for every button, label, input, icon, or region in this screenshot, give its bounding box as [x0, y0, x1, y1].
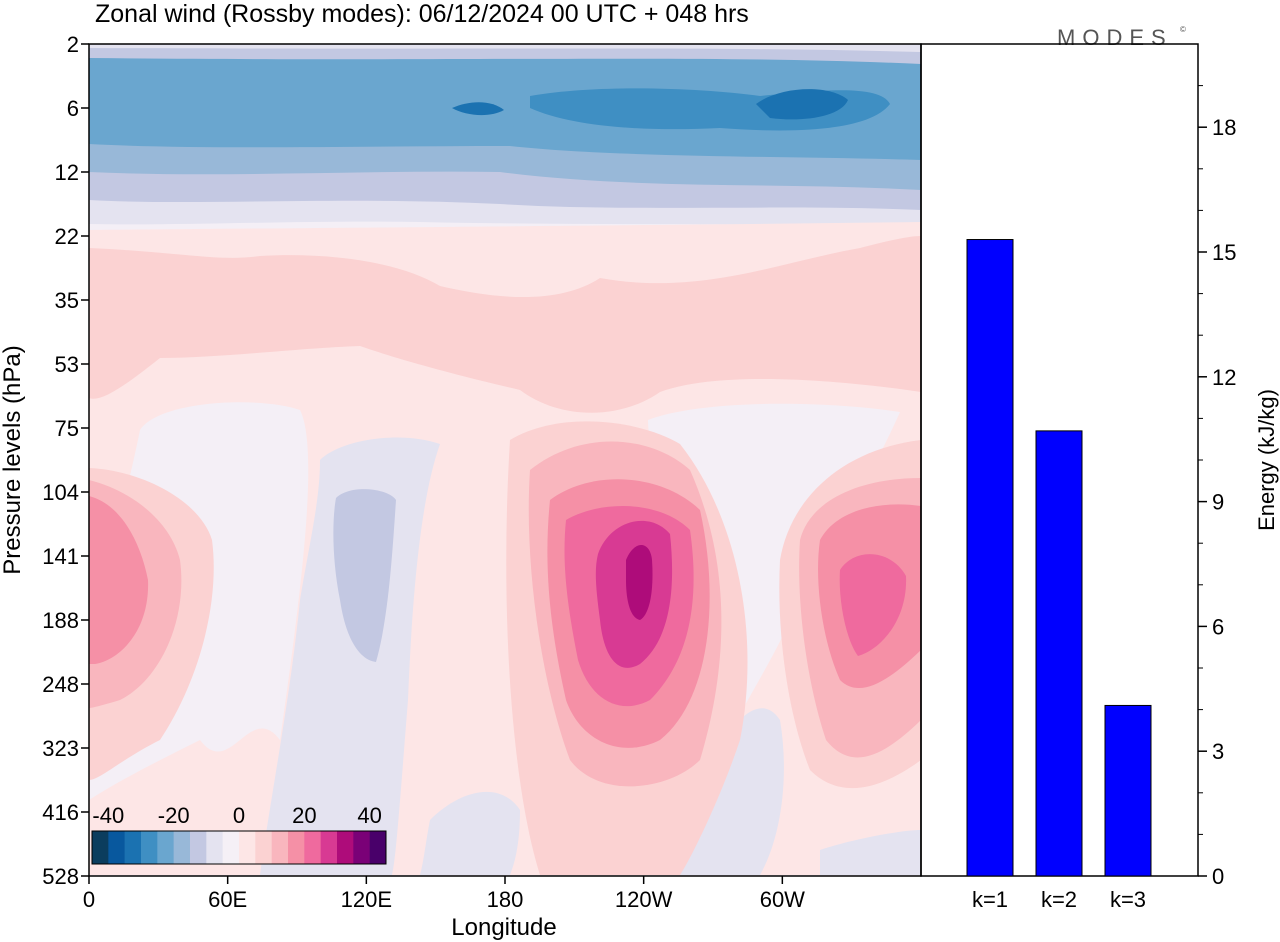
colorbar-swatch	[288, 831, 305, 864]
y-tick-label: 248	[42, 672, 79, 697]
energy-bars	[966, 239, 1152, 877]
colorbar-swatch	[124, 831, 142, 864]
bar-category-label: k=1	[972, 887, 1008, 912]
modes-logo: MODES	[1057, 25, 1173, 50]
x-axis-label: Longitude	[451, 914, 556, 941]
bar-y-tick-label: 3	[1212, 739, 1224, 764]
x-tick-label: 120E	[341, 887, 392, 912]
colorbar-swatch	[222, 831, 240, 864]
y-tick-label: 75	[55, 416, 79, 441]
bar-y-tick-label: 15	[1212, 240, 1236, 265]
bar-y-tick-label: 0	[1212, 864, 1224, 889]
colorbar-swatch	[239, 831, 256, 864]
bar-y-axis-label: Energy (kJ/kg)	[1254, 389, 1279, 531]
y-tick-label: 104	[42, 480, 79, 505]
colorbar-swatch	[92, 831, 109, 864]
y-axis-label: Pressure levels (hPa)	[0, 345, 26, 574]
x-tick-label: 0	[83, 887, 95, 912]
bar-y-tick-label: 18	[1212, 115, 1236, 140]
colorbar-label: 0	[233, 803, 245, 828]
colorbar-swatch	[304, 831, 321, 864]
bar-y-tick-label: 12	[1212, 365, 1236, 390]
energy-bar	[1035, 430, 1083, 877]
y-tick-label: 323	[42, 736, 79, 761]
y-tick-label: 188	[42, 608, 79, 633]
colorbar-swatch	[369, 831, 387, 864]
colorbar-swatch	[271, 831, 289, 864]
y-tick-label: 35	[55, 288, 79, 313]
colorbar-frame	[91, 830, 387, 865]
bar-y-tick-label: 6	[1212, 614, 1224, 639]
y-tick-label: 12	[55, 160, 79, 185]
y-tick-label: 2	[67, 32, 79, 57]
colorbar-label: 20	[292, 803, 316, 828]
colorbar-swatch	[320, 831, 338, 864]
page-title: Zonal wind (Rossby modes): 06/12/2024 00…	[95, 0, 749, 28]
x-tick-label: 60W	[760, 887, 805, 912]
energy-bar	[966, 239, 1014, 877]
colorbar-swatch	[255, 831, 272, 864]
colorbar-swatch	[190, 831, 207, 864]
x-tick-label: 60E	[208, 887, 247, 912]
colorbar-label: -40	[92, 803, 124, 828]
bar-y-axis: 0 3 6 9 12 15 18	[1198, 85, 1236, 889]
colorbar-label: 40	[357, 803, 381, 828]
bar-x-axis: k=1 k=2 k=3	[972, 887, 1146, 912]
y-tick-label: 141	[42, 544, 79, 569]
y-tick-label: 22	[55, 224, 79, 249]
colorbar: -40 -20 0 20 40	[91, 803, 387, 865]
colorbar-swatch	[108, 831, 125, 864]
colorbar-swatch	[337, 831, 354, 864]
colorbar-swatch	[157, 831, 174, 864]
heatmap-field	[89, 44, 921, 876]
bar-y-tick-label: 9	[1212, 490, 1224, 515]
colorbar-swatch	[206, 831, 223, 864]
heatmap-x-axis: 0 60E 120E 180 120W 60W	[83, 876, 805, 912]
y-tick-label: 528	[42, 864, 79, 889]
modes-logo-mark: ©	[1180, 25, 1186, 34]
energy-bar	[1104, 704, 1152, 877]
bar-category-label: k=3	[1110, 887, 1146, 912]
x-tick-label: 180	[487, 887, 524, 912]
colorbar-swatch	[141, 831, 158, 864]
colorbar-label: -20	[158, 803, 190, 828]
colorbar-swatch	[173, 831, 191, 864]
x-tick-label: 120W	[615, 887, 673, 912]
y-tick-label: 53	[55, 352, 79, 377]
colorbar-swatch	[353, 831, 370, 864]
y-tick-label: 6	[67, 96, 79, 121]
heatmap-y-axis: 2 6 12 22 35 53 75 104 141 188 248 323 416 528	[42, 32, 89, 889]
bar-category-label: k=2	[1041, 887, 1077, 912]
y-tick-label: 416	[42, 800, 79, 825]
